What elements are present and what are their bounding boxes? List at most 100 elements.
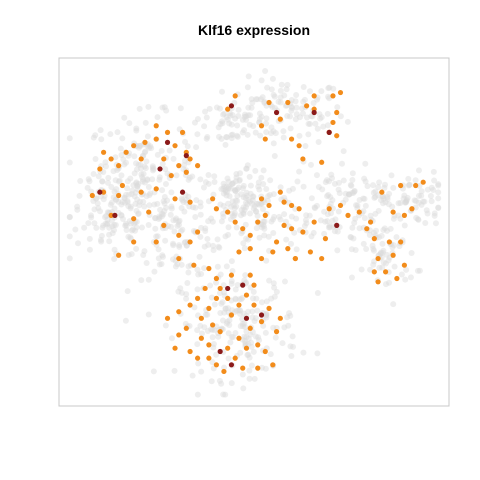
background-cell-point	[159, 252, 166, 259]
background-cell-point	[424, 186, 431, 193]
background-cell-point	[217, 105, 224, 112]
expressed-cell-point	[138, 156, 144, 162]
background-cell-point	[140, 170, 147, 177]
expressed-cell-point	[258, 255, 265, 262]
background-cell-point	[159, 187, 166, 194]
background-cell-point	[234, 281, 241, 288]
background-cell-point	[221, 183, 228, 190]
background-cell-point	[255, 183, 262, 190]
background-cell-point	[205, 172, 212, 179]
background-cell-point	[246, 173, 253, 180]
background-cell-point	[324, 218, 331, 225]
background-cell-point	[225, 305, 232, 312]
background-cell-point	[115, 198, 122, 205]
background-cell-point	[236, 307, 243, 314]
background-cell-point	[245, 112, 252, 119]
background-cell-point	[348, 234, 355, 241]
background-cell-point	[219, 118, 226, 125]
background-cell-point	[435, 204, 442, 211]
background-cell-point	[229, 307, 236, 314]
background-cell-point	[127, 234, 134, 241]
background-cell-point	[233, 307, 240, 314]
background-cell-point	[135, 180, 142, 187]
background-cell-point	[77, 178, 84, 185]
background-cell-point	[245, 335, 252, 342]
background-cell-point	[356, 225, 363, 232]
high-expression-cell-point	[240, 282, 246, 288]
high-expression-cell-point	[334, 222, 340, 228]
background-cell-point	[200, 184, 207, 191]
background-cell-point	[75, 240, 82, 247]
background-cell-point	[393, 234, 400, 241]
expressed-cell-point	[172, 143, 178, 149]
background-cell-point	[228, 121, 235, 128]
expressed-cell-point	[270, 362, 276, 368]
background-cell-point	[230, 213, 237, 220]
background-cell-point	[112, 222, 119, 229]
background-cell-point	[240, 240, 247, 247]
background-cell-point	[403, 197, 410, 204]
background-cell-point	[249, 99, 256, 106]
background-cell-point	[96, 208, 103, 215]
background-cell-point	[114, 167, 121, 174]
background-cell-point	[221, 364, 228, 371]
background-cell-point	[66, 213, 73, 220]
background-cell-point	[116, 177, 123, 184]
background-cell-point	[249, 295, 256, 302]
background-cell-point	[91, 206, 98, 213]
background-cell-point	[74, 206, 81, 213]
background-cell-point	[366, 231, 373, 238]
expressed-cell-point	[217, 329, 223, 335]
expressed-cell-point	[202, 285, 208, 292]
background-cell-point	[337, 113, 344, 120]
background-cell-point	[386, 279, 393, 286]
background-cell-point	[281, 211, 288, 218]
high-expression-cell-point	[228, 362, 235, 368]
background-cell-point	[213, 351, 220, 358]
background-cell-point	[316, 111, 323, 118]
background-cell-point	[363, 245, 370, 252]
background-cell-point	[197, 199, 204, 206]
background-cell-point	[237, 212, 244, 219]
background-cell-point	[318, 114, 325, 121]
expressed-cell-point	[273, 239, 280, 245]
background-cell-point	[258, 113, 265, 120]
background-cell-point	[219, 299, 226, 306]
background-cell-point	[253, 96, 260, 103]
background-cell-point	[397, 200, 404, 207]
expressed-cell-point	[176, 163, 182, 169]
background-cell-point	[142, 119, 149, 126]
background-cell-point	[99, 178, 106, 185]
background-cell-point	[135, 161, 142, 168]
background-cell-point	[124, 185, 131, 192]
background-cell-point	[214, 263, 221, 270]
background-cell-point	[254, 200, 261, 207]
background-cell-point	[134, 183, 141, 190]
background-cell-point	[321, 208, 328, 215]
background-cell-point	[261, 98, 268, 105]
background-cell-point	[110, 227, 117, 234]
background-cell-point	[234, 192, 241, 199]
background-cell-point	[219, 120, 226, 127]
background-cell-point	[194, 341, 201, 348]
background-cell-point	[234, 186, 241, 193]
background-cell-point	[135, 144, 142, 151]
background-cell-point	[389, 244, 396, 251]
background-cell-point	[349, 189, 356, 196]
background-cell-point	[93, 195, 100, 202]
expressed-cell-point	[251, 282, 257, 288]
background-cell-point	[98, 232, 105, 239]
background-cell-point	[260, 218, 267, 225]
background-cell-point	[232, 286, 239, 293]
expressed-cell-point	[176, 255, 182, 262]
expressed-cell-point	[281, 222, 287, 228]
background-cell-point	[228, 277, 235, 284]
background-cell-point	[186, 203, 193, 210]
background-cell-point	[141, 248, 148, 255]
background-cell-point	[134, 186, 141, 193]
background-cell-point	[198, 224, 205, 231]
background-cell-point	[327, 200, 334, 207]
background-cell-point	[183, 291, 190, 298]
background-cell-point	[256, 186, 263, 193]
background-cell-point	[263, 311, 270, 318]
